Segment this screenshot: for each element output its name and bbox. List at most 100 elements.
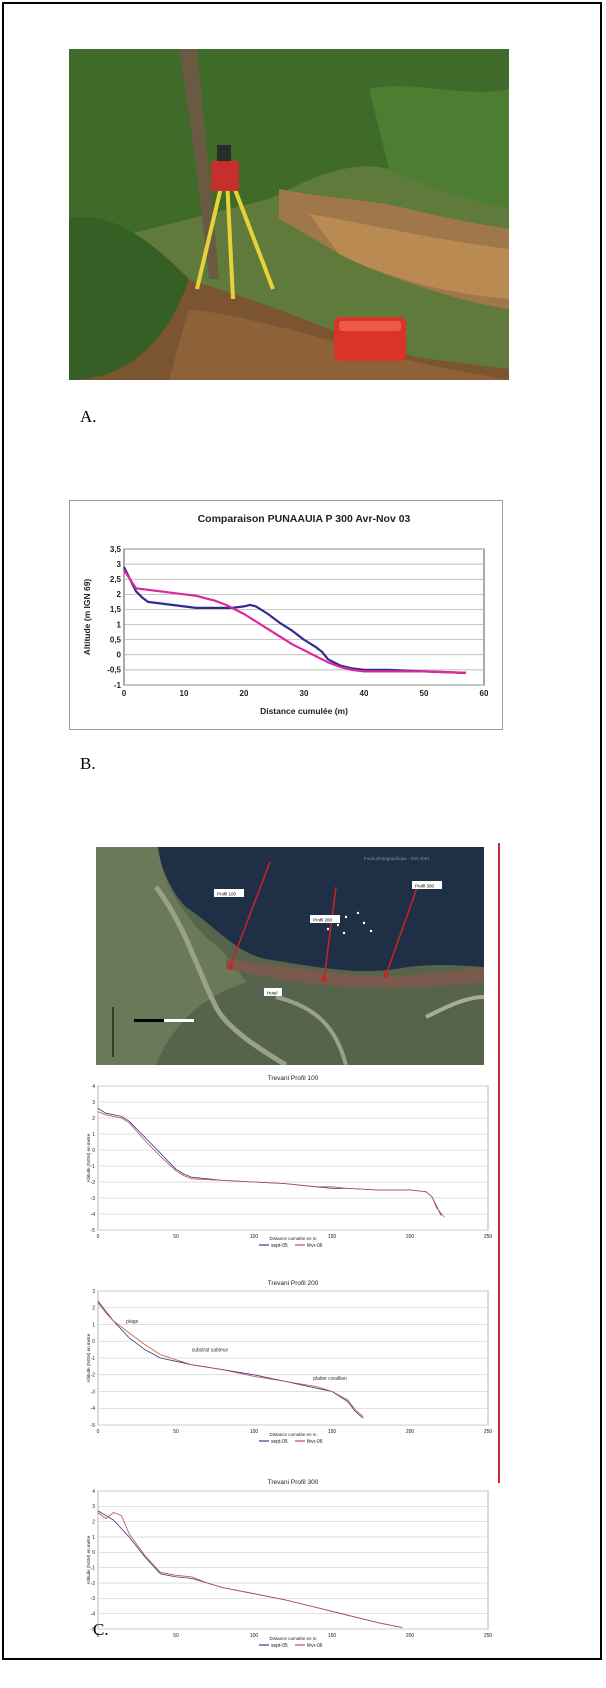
y-tick-label: -3 xyxy=(91,1596,96,1602)
y-tick-label: 0 xyxy=(92,1550,95,1556)
y-tick-label: 2 xyxy=(92,1116,95,1122)
x-tick-label: 40 xyxy=(360,689,369,698)
legend-label: févr-06 xyxy=(307,1439,323,1445)
chart-annotation: substrat sableux xyxy=(192,1347,229,1353)
y-tick-label: 3 xyxy=(92,1289,95,1295)
y-tick-label: -1 xyxy=(114,681,122,690)
y-tick-label: 0 xyxy=(92,1148,95,1154)
profile-300-chart-wrap: Trevani Profil 300 4 3 2 1 0 -1 -2 -3 -4 -5 0 50 100 1… xyxy=(86,1473,496,1683)
x-tick-label: 150 xyxy=(328,1234,337,1240)
caption-b: B. xyxy=(80,754,96,773)
x-tick-label: 200 xyxy=(406,1234,415,1240)
y-tick-label: 2 xyxy=(92,1306,95,1312)
legend-label: févr-06 xyxy=(307,1643,323,1649)
caption-a: A. xyxy=(80,407,97,426)
field-photo xyxy=(69,49,509,380)
series-line-2 xyxy=(97,1512,403,1628)
x-tick-label: 0 xyxy=(97,1234,100,1240)
x-tick-label: 0 xyxy=(97,1633,100,1639)
y-tick-label: -3 xyxy=(91,1389,96,1395)
x-tick-label: 20 xyxy=(240,689,249,698)
y-tick-label: -0,5 xyxy=(107,666,121,675)
x-tick-label: 100 xyxy=(250,1429,259,1435)
caption-c: C. xyxy=(93,1620,109,1639)
y-tick-label: 1 xyxy=(92,1322,95,1328)
x-tick-label: 0 xyxy=(97,1429,100,1435)
x-tick-label: 250 xyxy=(484,1234,493,1240)
x-tick-label: 0 xyxy=(122,689,127,698)
profile-200-chart-wrap: Trevani Profil 200 3 2 1 0 -1 -2 -3 -4 -5 0 50 100 15… xyxy=(86,1275,496,1473)
chart-title: Trevani Profil 100 xyxy=(268,1075,319,1082)
y-axis-label: Altitude (m IGN 69) xyxy=(82,579,92,656)
y-tick-label: -1 xyxy=(91,1164,96,1170)
chart-title: Trevani Profil 300 xyxy=(268,1479,319,1486)
y-tick-label: -1 xyxy=(91,1565,96,1571)
chart-annotation: platier corallien xyxy=(313,1376,347,1382)
y-tick-label: 3 xyxy=(117,560,122,569)
y-tick-label: 3 xyxy=(92,1504,95,1510)
y-tick-label: -5 xyxy=(91,1228,96,1234)
series-line-2 xyxy=(97,1111,445,1218)
x-tick-label: 50 xyxy=(173,1234,179,1240)
plot-area xyxy=(97,1490,489,1630)
map-label-profil-100: Profil 100 xyxy=(217,892,237,897)
y-tick-label: -3 xyxy=(91,1196,96,1202)
x-tick-label: 250 xyxy=(484,1429,493,1435)
y-tick-label: -1 xyxy=(91,1356,96,1362)
y-tick-label: -5 xyxy=(91,1627,96,1633)
figure-frame xyxy=(2,2,602,1660)
x-tick-label: 10 xyxy=(180,689,189,698)
y-tick-label: -2 xyxy=(91,1373,96,1379)
y-tick-label: -4 xyxy=(91,1212,96,1218)
x-tick-label: 30 xyxy=(300,689,309,698)
chart-title: Trevani Profil 200 xyxy=(268,1280,319,1287)
x-tick-label: 250 xyxy=(484,1633,493,1639)
y-tick-label: 1 xyxy=(117,620,122,629)
y-tick-label: 3 xyxy=(92,1100,95,1106)
aerial-map-illustration: Profil 100 Profil 200 Profil 300 Hotel F… xyxy=(96,847,484,1065)
y-tick-label: -2 xyxy=(91,1180,96,1186)
x-tick-label: 200 xyxy=(406,1633,415,1639)
legend-label: sept-05 xyxy=(271,1439,288,1445)
y-tick-label: 0 xyxy=(117,651,122,660)
x-axis-label: Distance cumulée en m xyxy=(269,1636,316,1641)
y-tick-label: -2 xyxy=(91,1581,96,1587)
map-label-profil-300: Profil 300 xyxy=(415,884,435,889)
y-tick-label: 2,5 xyxy=(110,575,122,584)
chart-title: Comparaison PUNAAUIA P 300 Avr-Nov 03 xyxy=(198,513,411,525)
x-tick-label: 150 xyxy=(328,1429,337,1435)
y-tick-label: 0,5 xyxy=(110,635,122,644)
x-tick-label: 50 xyxy=(420,689,429,698)
x-tick-label: 200 xyxy=(406,1429,415,1435)
series-line-2 xyxy=(97,1302,364,1417)
x-tick-label: 100 xyxy=(250,1633,259,1639)
profile-100-chart-wrap: Trevani Profil 100 4 3 2 1 0 -1 -2 -3 -4 -5 0 50 100 1… xyxy=(86,1070,496,1276)
x-tick-label: 60 xyxy=(480,689,489,698)
y-axis-label: Altitude (NGM) en mètre xyxy=(86,1333,91,1382)
chart-b-box: Comparaison PUNAAUIA P 300 Avr-Nov 03 -1 -… xyxy=(69,500,503,730)
x-axis-label: Distance cumulée (m) xyxy=(260,706,348,716)
y-tick-label: -4 xyxy=(91,1611,96,1617)
chart-annotation: plage xyxy=(126,1319,138,1325)
legend-label: févr-06 xyxy=(307,1243,323,1249)
y-tick-label: 1,5 xyxy=(110,605,122,614)
y-tick-label: -5 xyxy=(91,1423,96,1429)
y-tick-label: 2 xyxy=(117,590,122,599)
x-axis-label: Distance cumulée en m xyxy=(269,1432,316,1437)
y-tick-label: 1 xyxy=(92,1132,95,1138)
panel-c-divider xyxy=(498,843,500,1483)
plot-area xyxy=(97,1085,489,1231)
y-axis-label: Altitude (NGM) en mètre xyxy=(86,1133,91,1182)
map-credit: Fond photographique : IGN 2001 xyxy=(364,856,430,861)
field-photo-illustration xyxy=(69,49,509,380)
map-label-hotel: Hotel xyxy=(267,991,278,996)
y-tick-label: 4 xyxy=(92,1489,95,1495)
x-tick-label: 50 xyxy=(173,1429,179,1435)
legend-label: sept-05 xyxy=(271,1643,288,1649)
y-tick-label: 1 xyxy=(92,1535,95,1541)
y-tick-label: 3,5 xyxy=(110,545,122,554)
map-label-profil-200: Profil 200 xyxy=(313,918,333,923)
